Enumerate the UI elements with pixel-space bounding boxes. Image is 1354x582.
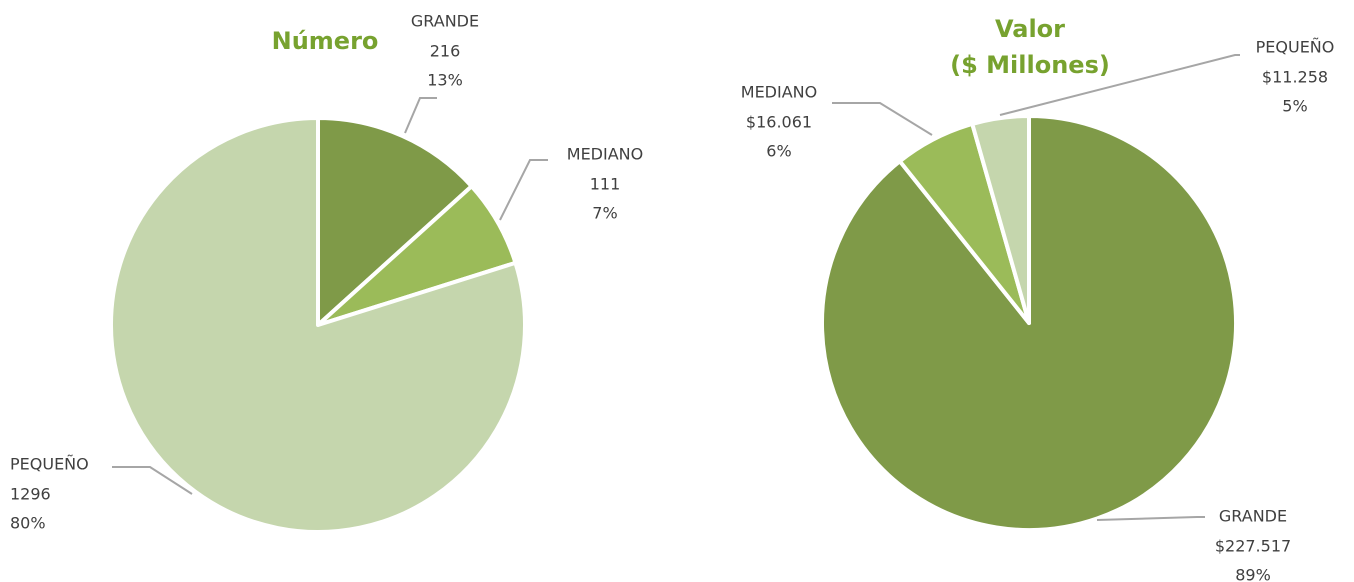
leader-line xyxy=(999,54,1240,116)
slice-value: 111 xyxy=(590,175,621,194)
pie-slice xyxy=(970,114,1031,325)
leader-line xyxy=(499,159,548,221)
slice-category: MEDIANO xyxy=(741,83,817,102)
slice-value: 216 xyxy=(430,42,461,61)
leader-line xyxy=(112,466,193,495)
leader-line xyxy=(1096,516,1205,521)
pie-slice xyxy=(316,116,474,327)
slice-category: PEQUEÑO xyxy=(1256,38,1335,57)
slice-percent: 6% xyxy=(766,142,791,161)
slice-category: GRANDE xyxy=(1219,507,1287,526)
leader-line xyxy=(404,97,437,134)
slice-percent: 89% xyxy=(1235,566,1271,582)
slice-category: MEDIANO xyxy=(567,145,643,164)
leader-line xyxy=(832,102,933,136)
slice-value: $11.258 xyxy=(1262,68,1328,87)
chart-title: Valor xyxy=(995,15,1065,43)
slice-value: $16.061 xyxy=(746,113,812,132)
slice-value: $227.517 xyxy=(1215,537,1291,556)
slice-category: PEQUEÑO xyxy=(10,455,89,474)
chart-title: ($ Millones) xyxy=(950,51,1110,79)
chart-title: Número xyxy=(272,27,379,55)
slice-category: GRANDE xyxy=(411,12,479,31)
slice-percent: 5% xyxy=(1282,97,1307,116)
slice-percent: 80% xyxy=(10,514,46,533)
slice-value: 1296 xyxy=(10,485,51,504)
slice-percent: 7% xyxy=(592,204,617,223)
slice-percent: 13% xyxy=(427,71,463,90)
pie-slice xyxy=(109,116,527,534)
